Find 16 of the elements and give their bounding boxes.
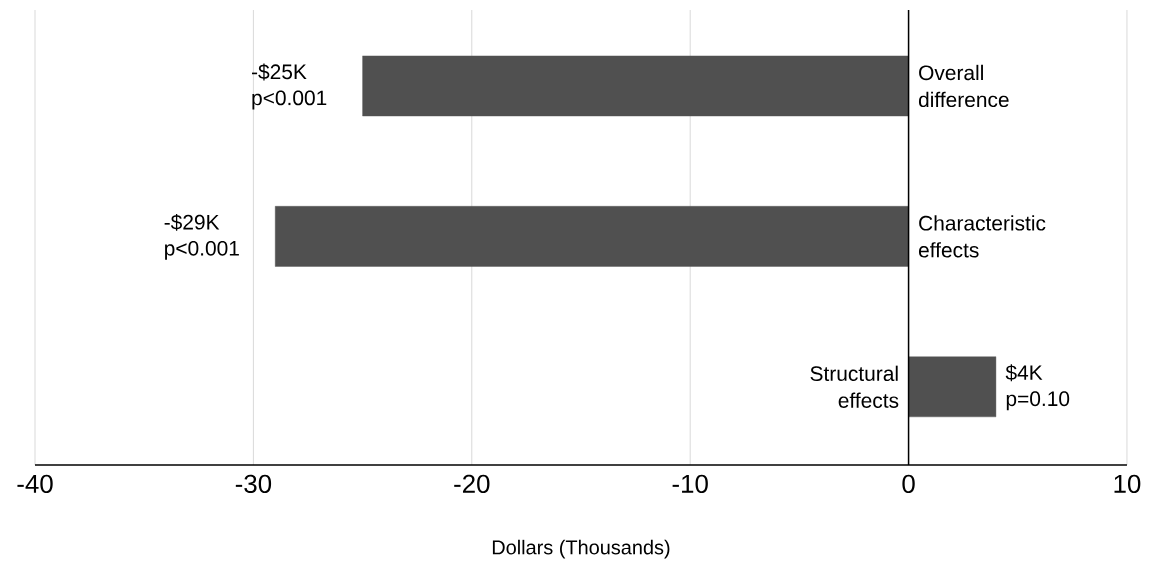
x-tick-label: -30 xyxy=(235,474,272,493)
x-tick-label: -40 xyxy=(17,474,53,493)
annotation: p=0.10 xyxy=(1006,391,1070,411)
data-label: $4K xyxy=(1005,364,1043,382)
data-label: -$29K xyxy=(164,213,220,231)
x-tick-label: -20 xyxy=(454,474,490,493)
x-tick-label: 0 xyxy=(902,474,915,493)
x-tick-label: -10 xyxy=(672,474,708,493)
x-axis-title: Dollars (Thousands) xyxy=(492,539,670,559)
annotation: p<0.001 xyxy=(165,240,239,260)
y-tick-label: Overall difference xyxy=(918,64,1009,108)
data-label: -$25K xyxy=(251,63,307,81)
annotation: p<0.001 xyxy=(252,90,327,110)
y-tick-label: Structural effects xyxy=(810,365,899,408)
y-tick-label: Characteristic effects xyxy=(918,215,1046,258)
x-tick-label: 10 xyxy=(1114,474,1141,493)
